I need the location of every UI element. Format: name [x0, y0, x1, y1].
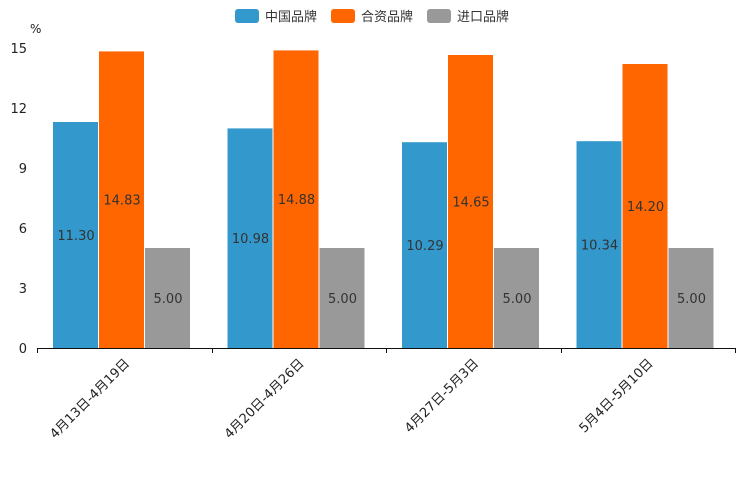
- legend-label-series-0: 中国品牌: [264, 10, 317, 25]
- y-tick-label-5: 15: [10, 42, 27, 57]
- data-label-2-0: 5.00: [154, 292, 183, 307]
- data-label-0-2: 10.29: [406, 239, 443, 254]
- chart-legend: 中国品牌 合资品牌 进口品牌: [0, 6, 744, 25]
- bar-1-3: [622, 64, 668, 348]
- x-tick-label-0: 4月13日-4月19日: [47, 356, 133, 442]
- y-tick-label-2: 6: [19, 222, 27, 237]
- data-label-0-3: 10.34: [581, 239, 618, 254]
- bar-1-1: [273, 50, 319, 349]
- bar-2-3: [668, 248, 714, 348]
- data-label-0-1: 10.98: [232, 232, 269, 247]
- bar-1-2: [448, 55, 493, 348]
- data-label-1-1: 14.88: [278, 193, 315, 208]
- x-tick-label-3: 5月4日-5月10日: [577, 356, 657, 436]
- data-label-2-1: 5.00: [328, 292, 357, 307]
- bar-2-2: [494, 248, 539, 348]
- data-label-0-0: 11.30: [57, 229, 94, 244]
- y-tick-label-3: 9: [19, 162, 27, 177]
- data-label-2-3: 5.00: [677, 292, 706, 307]
- data-label-2-2: 5.00: [503, 292, 532, 307]
- y-tick-label-1: 3: [19, 282, 27, 297]
- x-tick-label-1: 4月20日-4月26日: [222, 356, 308, 442]
- data-label-1-3: 14.20: [627, 200, 664, 215]
- legend-swatch-series-2: [427, 8, 451, 23]
- bar-2-0: [145, 248, 190, 348]
- legend-item-series-1[interactable]: 合资品牌: [330, 6, 413, 25]
- y-tick-label-4: 12: [10, 102, 27, 117]
- legend-label-series-2: 进口品牌: [457, 10, 510, 25]
- bar-0-1: [227, 128, 273, 348]
- legend-swatch-series-1: [330, 8, 355, 23]
- legend-item-series-2[interactable]: 进口品牌: [427, 6, 509, 25]
- legend-label-series-1: 合资品牌: [360, 10, 413, 25]
- bar-1-0: [99, 51, 144, 349]
- x-tick-label-2: 4月27日-5月3日: [402, 356, 482, 436]
- legend-item-series-0[interactable]: 中国品牌: [234, 6, 317, 25]
- bar-0-0: [53, 122, 98, 348]
- bar-2-1: [319, 248, 365, 348]
- bar-0-3: [576, 141, 622, 348]
- data-label-1-0: 14.83: [103, 194, 140, 209]
- data-label-1-2: 14.65: [452, 196, 489, 211]
- bar-0-2: [402, 142, 447, 348]
- y-axis-unit-label: %: [30, 22, 42, 36]
- y-tick-label-0: 0: [19, 342, 27, 357]
- legend-swatch-series-0: [234, 8, 259, 23]
